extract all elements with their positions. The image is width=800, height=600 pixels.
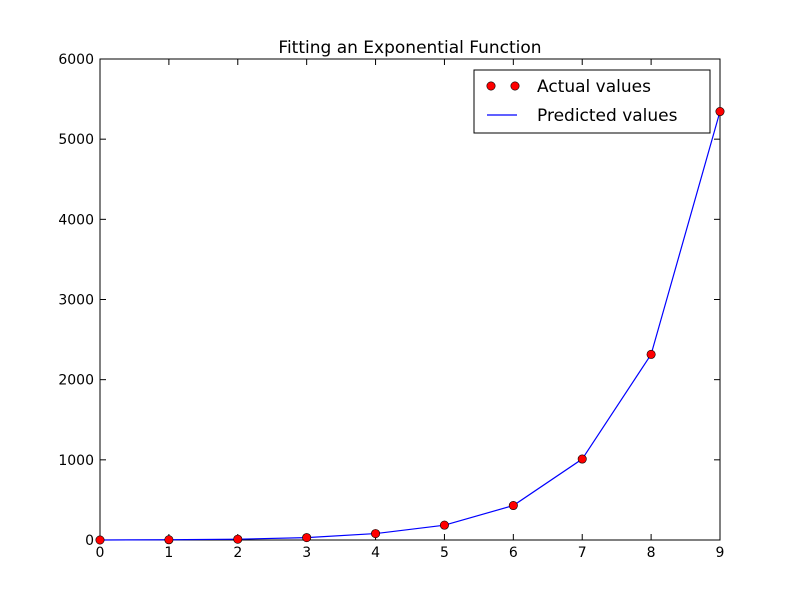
- data-point-actual-values: [95, 535, 105, 545]
- y-tick-label: 2000: [58, 373, 94, 389]
- x-tick-label: 1: [164, 545, 173, 561]
- y-tick-label: 4000: [58, 212, 94, 228]
- y-tick-label: 0: [85, 533, 94, 549]
- y-tick-label: 5000: [58, 132, 94, 148]
- legend-label-actual-values: Actual values: [537, 77, 651, 97]
- plot-area: 0 1 2 3 4 5 6 7 8 9 0 1000 2000 3000 4000 5000 6000: [58, 52, 725, 561]
- y-tick-label: 6000: [58, 52, 94, 68]
- data-point-actual-values: [439, 520, 449, 530]
- chart-title: Fitting an Exponential Function: [278, 38, 541, 58]
- x-tick-label: 7: [578, 545, 587, 561]
- data-point-actual-values: [508, 501, 518, 511]
- legend: Actual values Predicted values: [473, 69, 711, 134]
- x-tick-label: 2: [233, 545, 242, 561]
- data-point-actual-values: [302, 533, 312, 543]
- legend-box: [473, 69, 711, 134]
- data-point-actual-values: [577, 454, 587, 464]
- x-tick-label: 6: [509, 545, 518, 561]
- x-tick-label: 0: [96, 545, 105, 561]
- series-line-predicted-values: [99, 111, 721, 541]
- legend-label-predicted-values: Predicted values: [537, 106, 678, 126]
- y-tick-label: 1000: [58, 453, 94, 469]
- x-tick-label: 3: [302, 545, 311, 561]
- x-tick-label: 8: [647, 545, 656, 561]
- data-point-actual-values: [164, 535, 174, 545]
- x-tick-label: 9: [716, 545, 725, 561]
- data-point-actual-values: [371, 529, 381, 539]
- data-point-actual-values: [715, 107, 725, 117]
- data-point-actual-values: [233, 534, 243, 544]
- x-tick-label: 4: [371, 545, 380, 561]
- data-point-actual-values: [646, 349, 656, 359]
- x-tick-label: 5: [440, 545, 449, 561]
- legend-marker-actual-values: [486, 81, 496, 91]
- legend-marker-actual-values: [510, 81, 520, 91]
- y-tick-label: 3000: [58, 293, 94, 309]
